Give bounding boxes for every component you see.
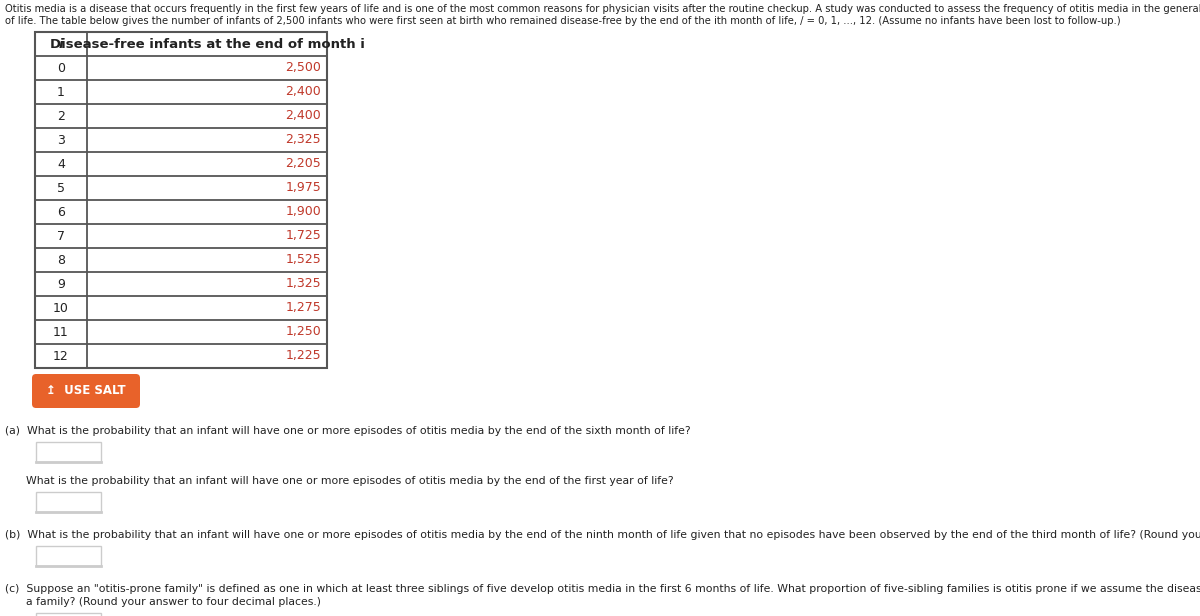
Text: 4: 4 [58,158,65,171]
Text: 6: 6 [58,206,65,219]
Text: 2,205: 2,205 [286,158,322,171]
Text: 1: 1 [58,86,65,99]
Bar [36,613,101,616]
Text: (b)  What is the probability that an infant will have one or more episodes of ot: (b) What is the probability that an infa… [5,530,1200,540]
Text: 1,725: 1,725 [286,230,322,243]
Text: 8: 8 [58,254,65,267]
Text: a family? (Round your answer to four decimal places.): a family? (Round your answer to four dec… [5,597,322,607]
Text: 11: 11 [53,325,68,339]
Text: 1,250: 1,250 [286,325,322,339]
Text: (c)  Suppose an "otitis-prone family" is defined as one in which at least three : (c) Suppose an "otitis-prone family" is … [5,584,1200,594]
Text: Disease-free infants at the end of month i: Disease-free infants at the end of month… [49,38,365,51]
Text: (a)  What is the probability that an infant will have one or more episodes of ot: (a) What is the probability that an infa… [5,426,691,436]
Text: 1,325: 1,325 [286,277,322,291]
Text: 9: 9 [58,277,65,291]
Text: 7: 7 [58,230,65,243]
Text: 3: 3 [58,134,65,147]
Text: 10: 10 [53,301,68,315]
Bar [36,442,101,462]
Bar [36,546,101,566]
Text: Otitis media is a disease that occurs frequently in the first few years of life : Otitis media is a disease that occurs fr… [5,4,1200,14]
Text: 2: 2 [58,110,65,123]
Text: 2,400: 2,400 [286,86,322,99]
Text: 12: 12 [53,349,68,362]
Text: 2,325: 2,325 [286,134,322,147]
Text: 1,900: 1,900 [286,206,322,219]
Bar [36,492,101,512]
Text: 1,225: 1,225 [286,349,322,362]
Text: 1,975: 1,975 [286,182,322,195]
Text: 2,500: 2,500 [286,62,322,75]
FancyBboxPatch shape [32,374,140,408]
Bar [35,32,326,368]
Text: 2,400: 2,400 [286,110,322,123]
Text: 1,275: 1,275 [286,301,322,315]
Text: of life. The table below gives the number of infants of 2,500 infants who were f: of life. The table below gives the numbe… [5,16,1121,26]
Text: What is the probability that an infant will have one or more episodes of otitis : What is the probability that an infant w… [5,476,673,486]
Text: 5: 5 [58,182,65,195]
Text: ↥  USE SALT: ↥ USE SALT [46,384,126,397]
Text: i: i [59,38,64,51]
Text: 0: 0 [58,62,65,75]
Text: 1,525: 1,525 [286,254,322,267]
